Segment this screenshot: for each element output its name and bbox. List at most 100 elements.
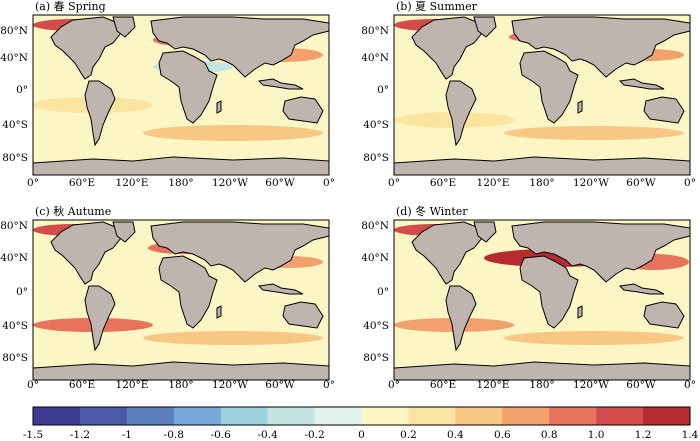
colorbar-cell [596,407,644,425]
lat-ticks-winter: 80°N 40°N 0° 40°S 80°S [361,220,389,364]
lon-tick: 60°W [265,177,295,189]
lon-tick: 0° [388,177,400,189]
lon-tick: 0° [27,379,39,391]
colorbar-cell [408,407,456,425]
lon-tick: 0° [323,379,335,391]
colorbar-cell [361,407,409,425]
lon-tick: 0° [27,177,39,189]
colorbar-tick-label: 0.6 [494,429,511,441]
lon-tick: 60°E [430,379,456,391]
lon-tick: 0° [684,177,696,189]
colorbar-tick-label: 1.0 [588,429,605,441]
colorbar-tick-label: 0.4 [447,429,464,441]
colorbar-tick-label: -0.6 [211,429,232,441]
lat-tick: 0° [377,84,389,96]
lon-tick: 120°W [212,177,248,189]
colorbar-tick-label: 0.8 [541,429,558,441]
lat-tick: 0° [377,286,389,298]
lon-tick: 120°E [116,379,149,391]
lon-tick: 0° [684,379,696,391]
colorbar-cell [267,407,315,425]
lat-tick: 40°S [2,119,28,131]
lon-tick: 180° [168,177,193,189]
lon-tick: 0° [323,177,335,189]
colorbar-cell [220,407,268,425]
lat-tick: 40°S [363,320,389,332]
lat-tick: 40°S [363,119,389,131]
anomaly-region [143,331,323,345]
panel-title-autumn: (c) 秋 Autume [35,204,111,218]
lon-tick: 120°W [212,379,248,391]
colorbar [32,406,691,426]
colorbar-labels: -1.5 -1.2 -1 -0.8 -0.6 -0.4 -0.2 0 0.2 0.4 0.6 0.8 1… [23,429,699,441]
colorbar-cell [126,407,175,425]
panel-winter [393,219,691,381]
lon-tick: 60°E [69,379,95,391]
lat-tick: 80°N [361,25,389,37]
colorbar-tick-label: 0.2 [400,429,417,441]
colorbar-cell [455,407,503,425]
lat-tick: 80°N [361,220,389,232]
lon-tick: 60°W [626,177,656,189]
lon-tick: 60°W [626,379,656,391]
lon-ticks-autumn: 0° 60°E 120°E 180° 120°W 60°W 0° [27,379,335,391]
colorbar-cell [79,407,128,425]
colorbar-tick-label: -0.4 [258,429,279,441]
lat-tick: 80°N [0,25,28,37]
panel-title-summer: (b) 夏 Summer [396,0,478,13]
lon-ticks-spring: 0° 60°E 120°E 180° 120°W 60°W 0° [27,177,335,189]
lon-tick: 0° [388,379,400,391]
panel-summer [393,14,691,176]
lat-tick: 80°S [2,352,28,364]
lat-tick: 0° [16,84,28,96]
lat-tick: 40°N [361,52,389,64]
lat-tick: 80°S [363,152,389,164]
lat-ticks-spring: 80°N 40°N 0° 40°S 80°S [0,25,28,164]
lon-tick: 60°E [430,177,456,189]
colorbar-tick-label: -1 [122,429,132,441]
lat-tick: 40°N [0,252,28,264]
panel-title-winter: (d) 冬 Winter [396,204,468,218]
lat-tick: 0° [16,286,28,298]
lon-tick: 180° [529,379,554,391]
lon-tick: 120°W [573,379,609,391]
lat-tick: 40°N [361,252,389,264]
panel-autumn [32,219,330,381]
colorbar-cell [173,407,222,425]
lat-tick: 80°S [2,152,28,164]
lon-ticks-winter: 0° 60°E 120°E 180° 120°W 60°W 0° [388,379,696,391]
colorbar-tick-label: 0 [358,429,365,441]
colorbar-cell [643,407,691,425]
colorbar-tick-label: -1.2 [70,429,90,441]
lon-tick: 180° [529,177,554,189]
lat-tick: 40°S [2,320,28,332]
colorbar-tick-label: -0.2 [304,429,324,441]
lon-tick: 180° [168,379,193,391]
colorbar-tick-label: 1.4 [682,429,699,441]
lat-tick: 80°S [363,352,389,364]
colorbar-cell [33,407,81,425]
anomaly-region [504,331,684,345]
colorbar-tick-label: -0.8 [164,429,184,441]
colorbar-tick-label: 1.2 [635,429,652,441]
lat-ticks-summer: 80°N 40°N 0° 40°S 80°S [361,25,389,164]
colorbar-cell [314,407,362,425]
lat-tick: 80°N [0,220,28,232]
colorbar-cell [502,407,550,425]
colorbar-cell [549,407,597,425]
lon-tick: 120°E [116,177,149,189]
lon-tick: 60°W [265,379,295,391]
panel-title-spring: (a) 春 Spring [35,0,106,13]
lon-tick: 120°E [477,177,510,189]
lat-tick: 40°N [0,52,28,64]
lat-ticks-autumn: 80°N 40°N 0° 40°S 80°S [0,220,28,364]
lon-tick: 60°E [69,177,95,189]
colorbar-tick-label: -1.5 [23,429,43,441]
lon-ticks-summer: 0° 60°E 120°E 180° 120°W 60°W 0° [388,177,696,189]
colorbar-outline [32,406,691,426]
lon-tick: 120°W [573,177,609,189]
anomaly-region [143,125,323,141]
panel-spring [32,14,330,176]
lon-tick: 120°E [477,379,510,391]
